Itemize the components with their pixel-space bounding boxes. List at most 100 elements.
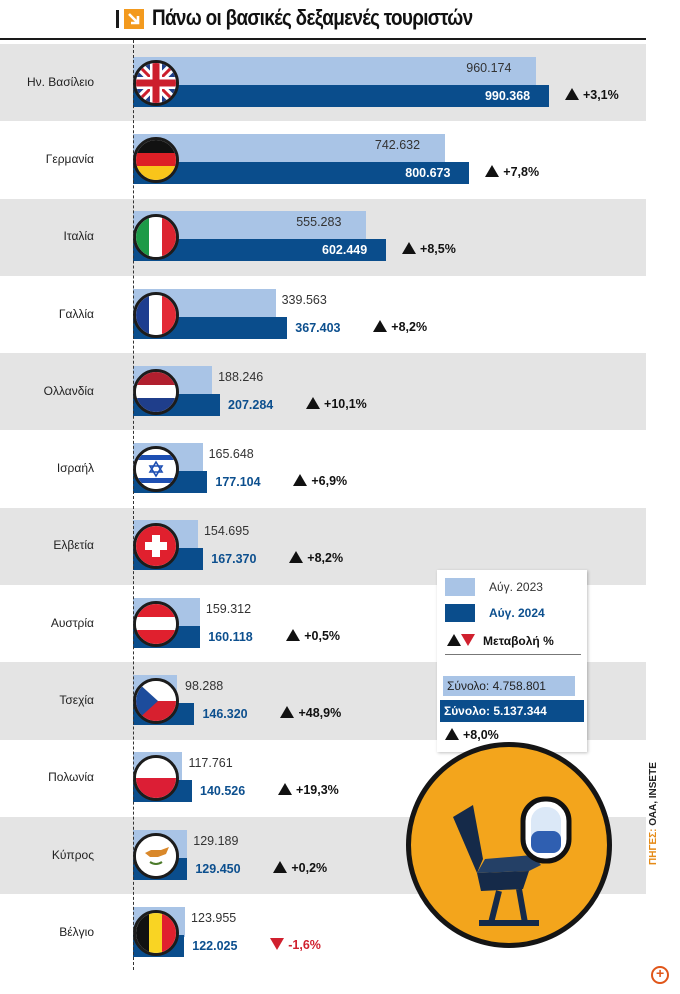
value-2024: 367.403 [295,320,341,335]
up-triangle-icon [447,634,461,646]
country-label: Γαλλία [58,306,94,321]
chart-row: Πολωνία 117.761 140.526 +19,3% [0,740,646,817]
value-2023: 960.174 [466,60,512,75]
total-2024: Σύνολο: 5.137.344 [440,700,584,722]
legend-label-2023: Αύγ. 2023 [489,580,543,594]
value-2023: 98.288 [185,679,224,694]
value-2023: 165.648 [208,447,254,462]
change-value: +7,8% [503,164,540,179]
country-label: Τσεχία [59,693,94,708]
poland-flag-icon [133,755,179,802]
source-note: ΠΗΓΕΣ: ΟΑΑ, INSETE [648,762,659,865]
italy-flag-icon [133,214,179,261]
value-2024: 160.118 [208,629,253,644]
value-2023: 555.283 [296,215,342,230]
change-value: +8,2% [391,319,428,334]
bar-2024 [133,161,470,184]
value-2024: 990.368 [484,88,531,103]
header-rule [0,38,646,40]
legend: Αύγ. 2023 Αύγ. 2024 Μεταβολή % Σύνολο: 4… [437,570,587,752]
country-label: Πολωνία [48,770,94,785]
chart-row: Ιταλία 555.283 602.449 +8,5% [0,198,646,276]
chart-row: Ολλανδία 188.246 207.284 +10,1% [0,353,646,431]
arrow-icon [124,9,144,29]
up-triangle-icon [306,396,321,409]
change-value: +10,1% [324,396,367,411]
change-value: +0,2% [291,860,328,875]
change-value: +8,2% [307,551,344,566]
legend-swatch-2023 [445,578,475,596]
value-2024: 129.450 [195,861,241,876]
value-2024: 800.673 [405,165,451,180]
bar-2023 [133,133,445,164]
value-2024: 146.320 [202,707,248,722]
up-triangle-icon [485,164,500,177]
value-2023: 154.695 [203,524,250,539]
chart-header: Πάνω οι βασικές δεξαμενές τουριστών [0,0,680,40]
chart-axis [133,40,134,970]
change-label: +8,2% [289,551,343,565]
chart-row: Ισραήλ 165.648 177.104 +6,9% [0,431,646,508]
up-triangle-icon [293,474,308,487]
change-label: +0,2% [273,860,328,875]
legend-separator [445,654,581,655]
country-label: Ισραήλ [56,461,94,476]
chart-row: Αυστρία 159.312 160.118 +0,5% [0,585,646,662]
change-label: +8,5% [402,242,456,256]
value-2023: 159.312 [205,601,252,616]
value-2023: 339.563 [281,292,327,307]
header-divider [116,10,119,28]
change-value: -1,6% [288,937,321,952]
up-triangle-icon [286,628,301,641]
value-2024: 207.284 [228,397,274,412]
down-triangle-icon [270,937,285,950]
bar-2024 [133,239,387,262]
change-value: +48,9% [298,706,342,721]
up-triangle-icon [273,860,288,873]
change-label: +10,1% [306,396,367,411]
total-change: +8,0% [445,728,499,742]
value-2023: 742.632 [374,137,421,152]
austria-flag-icon [133,600,179,647]
belgium-flag-icon [133,909,179,956]
chart-row: Βέλγιο 123.955 122.025 -1,6% [0,894,646,971]
up-triangle-icon [289,551,304,564]
value-2023: 188.246 [218,369,264,384]
czechia-flag-icon [133,678,179,725]
country-label: Κύπρος [51,847,94,862]
germany-flag-icon [133,136,179,183]
legend-label-change: Μεταβολή % [483,634,554,648]
total-2023: Σύνολο: 4.758.801 [443,676,575,696]
uk-flag-icon [133,59,179,106]
cyprus-flag-icon [133,832,179,879]
change-label: +3,1% [564,87,619,102]
change-value: +0,5% [304,628,341,643]
legend-label-2024: Αύγ. 2024 [489,606,545,620]
up-triangle-icon [373,319,388,332]
up-triangle-icon [445,728,459,740]
up-triangle-icon [402,242,417,255]
netherlands-flag-icon [133,368,179,415]
value-2024: 177.104 [215,475,261,490]
change-value: +8,5% [420,242,456,257]
zoom-in-icon[interactable] [651,965,669,984]
source-prefix: ΠΗΓΕΣ: [648,828,659,865]
chart-title: Πάνω οι βασικές δεξαμενές τουριστών [152,5,473,30]
change-value: +19,3% [296,783,339,798]
country-label: Γερμανία [45,151,94,166]
legend-swatch-2024 [445,604,475,622]
value-2024: 122.025 [192,938,238,953]
up-triangle-icon [280,706,295,719]
chart-row: Γερμανία 742.632 800.673 +7,8% [0,121,646,198]
chart-row: Ην. Βασίλειο 960.174 990.368 +3,1% [0,44,646,122]
value-2023: 117.761 [188,756,233,771]
source-text: ΟΑΑ, INSETE [648,762,659,826]
country-label: Ην. Βασίλειο [26,74,94,89]
value-2023: 123.955 [191,910,237,925]
france-flag-icon [133,291,179,338]
up-triangle-icon [278,783,293,796]
change-label: +48,9% [280,706,341,720]
value-2023: 129.189 [193,833,239,848]
country-label: Ιταλία [63,229,94,244]
change-label: -1,6% [270,937,321,952]
